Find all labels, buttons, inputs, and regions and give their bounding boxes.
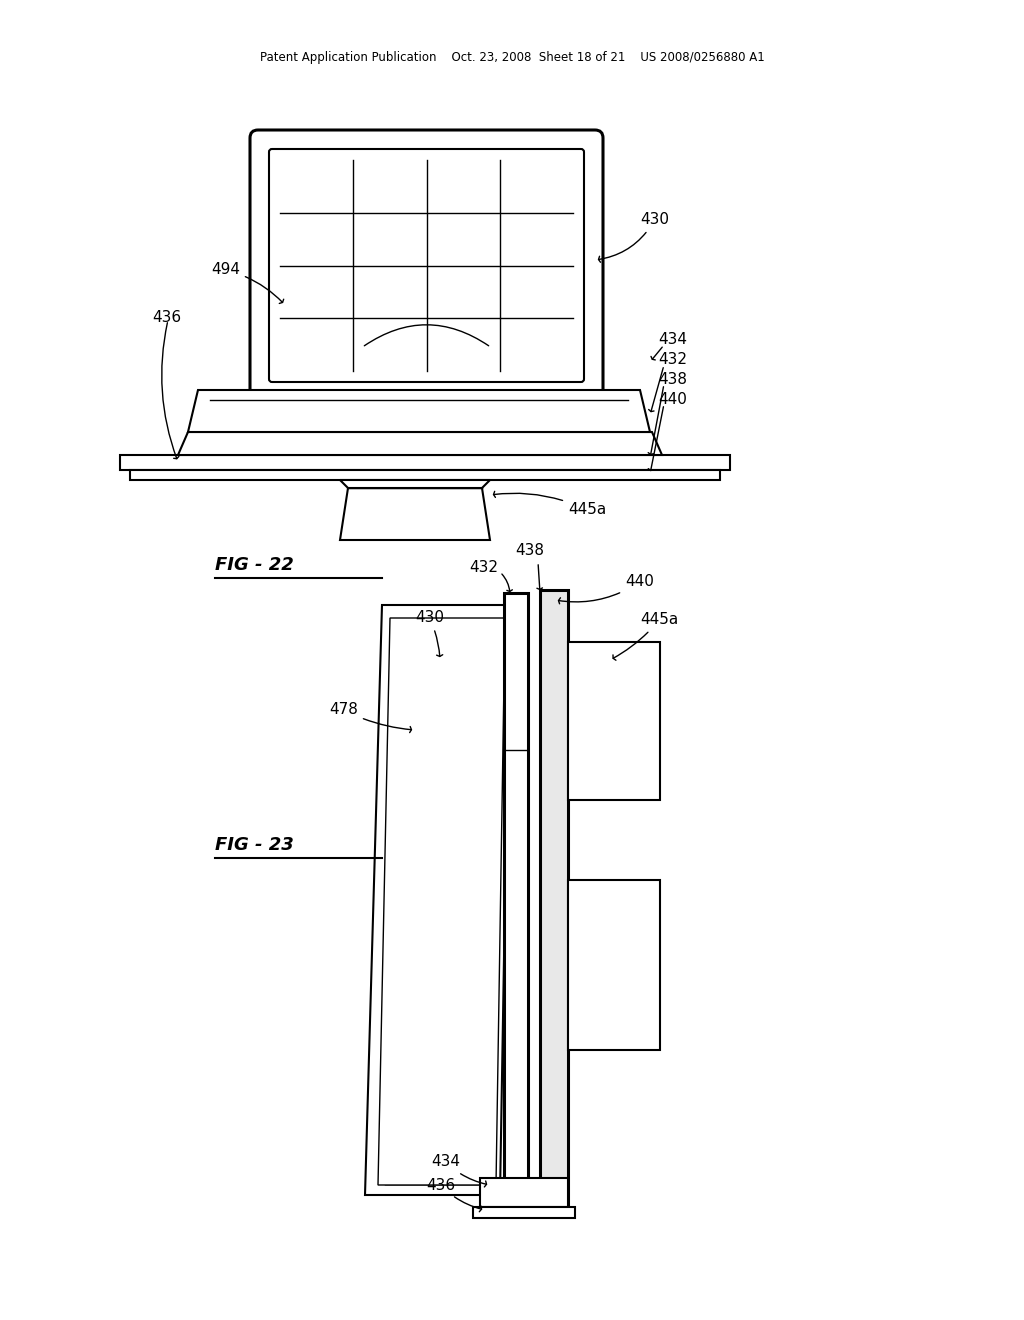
Polygon shape xyxy=(340,488,490,540)
Text: 445a: 445a xyxy=(613,612,678,660)
Text: 440: 440 xyxy=(558,574,654,603)
FancyBboxPatch shape xyxy=(250,129,603,401)
Polygon shape xyxy=(188,389,650,432)
Text: 438: 438 xyxy=(658,372,687,388)
Polygon shape xyxy=(340,480,490,488)
Text: 430: 430 xyxy=(415,610,444,656)
Text: 436: 436 xyxy=(152,310,181,326)
Text: 494: 494 xyxy=(211,263,284,304)
Text: 440: 440 xyxy=(658,392,687,408)
Polygon shape xyxy=(480,1177,568,1206)
Polygon shape xyxy=(385,620,502,1185)
FancyBboxPatch shape xyxy=(269,149,584,381)
Text: FIG - 22: FIG - 22 xyxy=(215,556,294,574)
Text: 430: 430 xyxy=(598,213,669,263)
Polygon shape xyxy=(568,642,660,800)
Polygon shape xyxy=(540,590,568,1214)
Polygon shape xyxy=(568,880,660,1049)
Polygon shape xyxy=(178,432,662,455)
Polygon shape xyxy=(130,470,720,480)
Text: 438: 438 xyxy=(515,543,545,558)
Text: 434: 434 xyxy=(658,333,687,347)
Polygon shape xyxy=(120,455,730,470)
Polygon shape xyxy=(504,593,528,1210)
Polygon shape xyxy=(473,1206,575,1218)
Polygon shape xyxy=(378,618,505,1185)
Text: FIG - 23: FIG - 23 xyxy=(215,836,294,854)
Text: 445a: 445a xyxy=(494,491,606,517)
Text: 436: 436 xyxy=(426,1177,481,1212)
Polygon shape xyxy=(365,605,510,1195)
Text: 432: 432 xyxy=(469,561,498,576)
Text: 478: 478 xyxy=(329,702,412,733)
Text: 434: 434 xyxy=(431,1155,486,1187)
Text: 432: 432 xyxy=(658,352,687,367)
Text: Patent Application Publication    Oct. 23, 2008  Sheet 18 of 21    US 2008/02568: Patent Application Publication Oct. 23, … xyxy=(260,51,764,65)
